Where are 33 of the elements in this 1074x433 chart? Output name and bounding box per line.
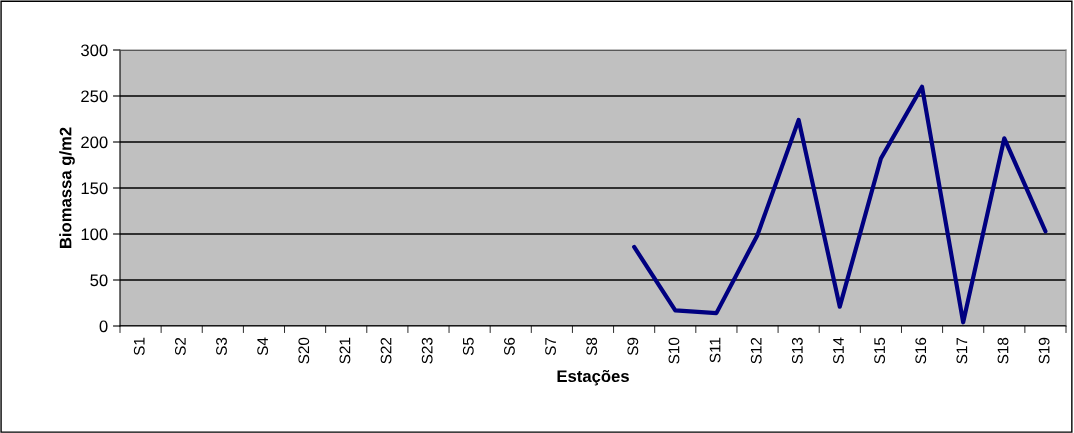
x-tick-label: S19 [1038, 337, 1050, 364]
x-tick-label: S10 [668, 337, 680, 364]
y-tick-label: 0 [99, 320, 108, 333]
y-tick-label: 100 [81, 228, 108, 241]
x-tick-label: S18 [997, 337, 1009, 364]
x-tick-label: S2 [174, 337, 186, 356]
x-axis-title: Estações [557, 369, 629, 386]
x-tick-label: S22 [380, 337, 392, 364]
x-tick-label: S23 [421, 337, 433, 364]
line-series [632, 84, 1048, 325]
y-tick-label: 150 [81, 182, 108, 195]
x-tick-label: S13 [791, 337, 803, 364]
y-tick-label: 50 [90, 274, 108, 287]
x-tick-label: S7 [545, 337, 556, 356]
x-tick-label: S6 [504, 337, 515, 356]
x-tick-label: S4 [257, 337, 269, 356]
x-tick-label: S12 [750, 337, 762, 364]
x-tick-label: S14 [833, 337, 844, 364]
x-tick-label: S15 [874, 337, 886, 364]
x-tick-label: S8 [586, 337, 598, 356]
y-axis-title: Biomassa g/m2 [59, 127, 75, 249]
y-tick-label: 250 [81, 90, 108, 103]
y-tick-label: 200 [81, 136, 108, 149]
x-tick-label: S3 [216, 337, 227, 356]
x-tick-label: S21 [339, 337, 351, 364]
x-tick-label: S16 [915, 337, 927, 364]
x-tick-label: S17 [956, 337, 968, 364]
x-tick-label: S1 [133, 337, 145, 356]
x-tick-label: S5 [462, 337, 474, 356]
y-tick-label: 300 [81, 44, 108, 57]
x-tick-label: S11 [709, 337, 721, 363]
x-tick-label: S9 [627, 337, 639, 356]
x-tick-label: S20 [298, 337, 310, 364]
